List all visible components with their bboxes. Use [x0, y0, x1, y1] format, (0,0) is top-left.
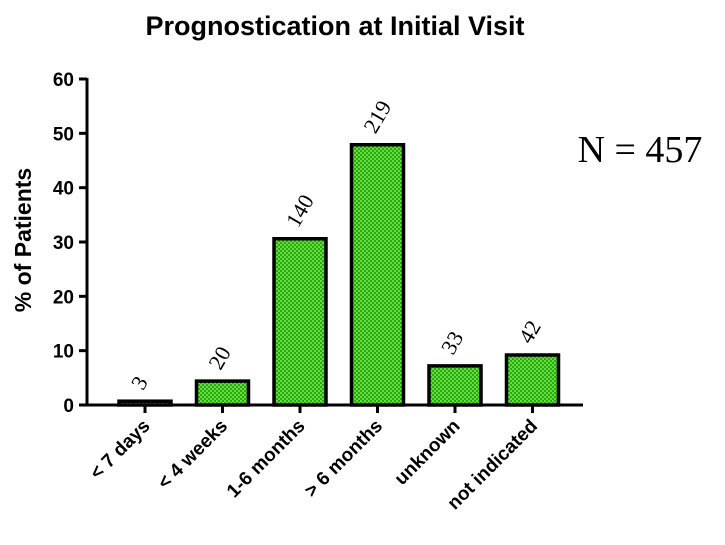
bar-data-label: 140: [281, 190, 319, 231]
data-labels-group: 3 20 140 219 33 42: [126, 96, 546, 394]
y-tick-label: 20: [53, 287, 74, 308]
bar: [427, 364, 483, 407]
y-tick-label: 60: [53, 70, 74, 91]
x-category-label: > 6 months: [301, 416, 387, 502]
bar-data-label: 42: [513, 316, 546, 348]
bar-data-label: 219: [358, 96, 396, 137]
bar-data-label: 33: [436, 327, 469, 359]
y-tick-label: 10: [53, 342, 74, 363]
y-tick-label: 50: [53, 124, 74, 145]
bars-group: [117, 142, 561, 407]
y-tick-label: 0: [63, 396, 74, 417]
y-tick-label: 40: [53, 179, 74, 200]
x-category-label: 1-6 months: [223, 416, 310, 503]
bar: [194, 379, 251, 407]
x-category-label: unknown: [391, 416, 465, 490]
bar-data-label: 20: [203, 342, 236, 374]
y-axis-label: % of Patients: [10, 168, 36, 312]
bar-data-label: 3: [126, 372, 153, 394]
y-axis-ticks: 0 10 20 30 40 50 60: [53, 70, 87, 417]
bar: [349, 142, 406, 407]
x-category-label: < 4 weeks: [154, 416, 232, 494]
x-category-label: < 7 days: [86, 416, 154, 484]
bar: [504, 353, 561, 407]
bar: [272, 236, 328, 407]
chart-title: Prognostication at Initial Visit: [145, 11, 524, 41]
y-tick-label: 30: [53, 233, 74, 254]
sample-size-annotation: N = 457: [578, 129, 703, 171]
